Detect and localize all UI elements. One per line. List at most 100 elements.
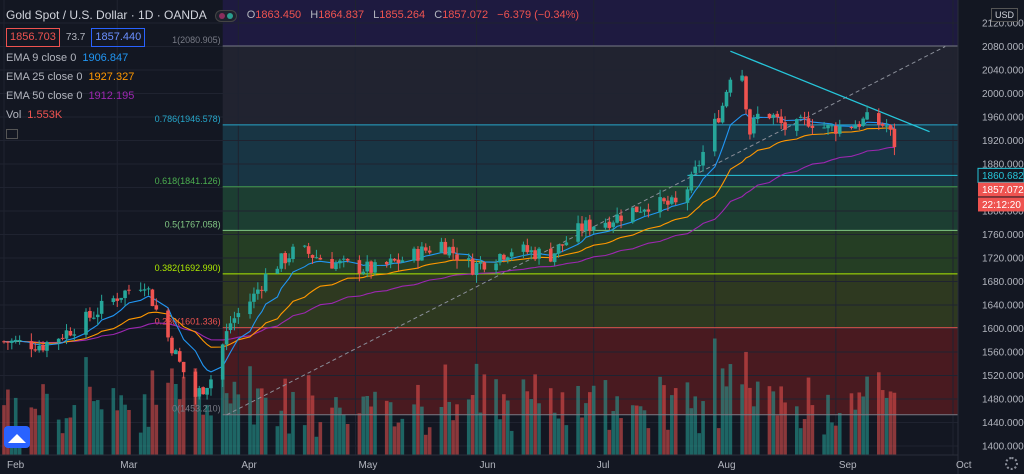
- candle[interactable]: [748, 109, 752, 135]
- candle[interactable]: [591, 226, 596, 231]
- candle[interactable]: [228, 323, 233, 331]
- candle[interactable]: [646, 209, 651, 212]
- candle[interactable]: [576, 223, 580, 242]
- candle[interactable]: [170, 337, 174, 354]
- candle[interactable]: [455, 254, 459, 261]
- collapse-legend-icon[interactable]: [6, 129, 18, 139]
- candle[interactable]: [197, 388, 202, 397]
- candle[interactable]: [37, 345, 41, 351]
- candle[interactable]: [64, 330, 69, 339]
- candle[interactable]: [357, 260, 362, 274]
- candle[interactable]: [412, 248, 416, 261]
- candle[interactable]: [10, 340, 14, 343]
- candle[interactable]: [466, 258, 471, 260]
- candle[interactable]: [392, 258, 397, 261]
- candle[interactable]: [884, 125, 889, 127]
- candle[interactable]: [857, 124, 862, 127]
- candle[interactable]: [209, 379, 213, 389]
- candle[interactable]: [666, 200, 670, 205]
- candle[interactable]: [537, 248, 541, 259]
- candle[interactable]: [521, 244, 526, 252]
- candle[interactable]: [740, 75, 744, 81]
- candle[interactable]: [447, 247, 452, 256]
- candle[interactable]: [634, 206, 639, 213]
- candle[interactable]: [564, 242, 569, 246]
- candle[interactable]: [474, 262, 479, 276]
- candle[interactable]: [607, 221, 612, 228]
- candle[interactable]: [111, 298, 116, 303]
- candle[interactable]: [45, 342, 49, 351]
- candle[interactable]: [279, 253, 284, 269]
- candle[interactable]: [478, 261, 483, 264]
- candle[interactable]: [509, 252, 514, 257]
- candle[interactable]: [154, 305, 159, 310]
- candle[interactable]: [252, 293, 256, 302]
- candle[interactable]: [834, 125, 838, 134]
- candle[interactable]: [439, 241, 444, 253]
- candle[interactable]: [259, 289, 264, 291]
- candle[interactable]: [423, 247, 428, 251]
- candle[interactable]: [505, 257, 510, 260]
- candle[interactable]: [205, 388, 209, 395]
- candle[interactable]: [802, 117, 807, 119]
- candle[interactable]: [794, 119, 799, 131]
- candle[interactable]: [384, 261, 389, 265]
- candle[interactable]: [236, 313, 241, 318]
- candle[interactable]: [619, 215, 623, 222]
- candle[interactable]: [701, 151, 705, 166]
- candle[interactable]: [365, 261, 369, 272]
- fib-trend-line[interactable]: [226, 46, 946, 416]
- candle[interactable]: [837, 126, 842, 134]
- candle[interactable]: [338, 260, 342, 264]
- candle[interactable]: [451, 246, 455, 254]
- candle[interactable]: [2, 341, 6, 343]
- candle[interactable]: [502, 254, 506, 260]
- candle[interactable]: [291, 246, 295, 260]
- candle[interactable]: [810, 125, 815, 128]
- candle[interactable]: [123, 290, 127, 299]
- candle[interactable]: [310, 254, 315, 258]
- candle[interactable]: [127, 289, 131, 291]
- candle[interactable]: [822, 127, 826, 129]
- candle[interactable]: [482, 262, 487, 270]
- candle[interactable]: [584, 220, 588, 231]
- candle[interactable]: [630, 207, 635, 223]
- candle[interactable]: [779, 116, 783, 124]
- candle[interactable]: [880, 123, 885, 126]
- candle[interactable]: [658, 197, 662, 213]
- candle[interactable]: [662, 198, 666, 202]
- candle[interactable]: [548, 248, 553, 262]
- candle[interactable]: [177, 351, 182, 362]
- volume-legend[interactable]: Vol 1.553K: [6, 108, 585, 123]
- candle[interactable]: [642, 209, 647, 212]
- candle[interactable]: [498, 254, 502, 263]
- candle[interactable]: [580, 223, 584, 231]
- candle[interactable]: [33, 349, 38, 351]
- candle[interactable]: [685, 189, 690, 203]
- candle[interactable]: [783, 122, 787, 130]
- candle[interactable]: [470, 258, 475, 275]
- candle[interactable]: [533, 250, 537, 260]
- ema50-legend[interactable]: EMA 50 close 0 1912.195: [6, 89, 585, 104]
- currency-label[interactable]: USD: [990, 8, 1018, 22]
- candle[interactable]: [181, 361, 186, 373]
- candle[interactable]: [201, 387, 205, 395]
- candle[interactable]: [720, 105, 725, 123]
- candle[interactable]: [306, 246, 311, 254]
- candle[interactable]: [724, 91, 729, 107]
- candle[interactable]: [224, 331, 229, 345]
- candle[interactable]: [865, 112, 869, 120]
- candle[interactable]: [142, 289, 147, 291]
- candle[interactable]: [220, 344, 225, 380]
- candle[interactable]: [283, 253, 287, 264]
- tradingview-logo-icon[interactable]: [4, 426, 30, 448]
- candle[interactable]: [60, 337, 65, 339]
- settings-gear-icon[interactable]: [1005, 457, 1018, 470]
- candle[interactable]: [17, 340, 22, 342]
- candle[interactable]: [263, 273, 268, 292]
- ema9-legend[interactable]: EMA 9 close 0 1906.847: [6, 51, 585, 66]
- candle[interactable]: [115, 298, 120, 301]
- candle[interactable]: [427, 250, 432, 253]
- ema25-legend[interactable]: EMA 25 close 0 1927.327: [6, 70, 585, 85]
- candle[interactable]: [798, 116, 803, 118]
